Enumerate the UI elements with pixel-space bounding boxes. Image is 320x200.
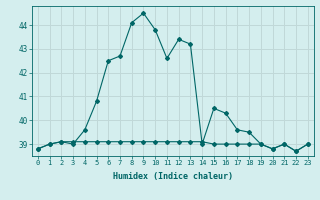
X-axis label: Humidex (Indice chaleur): Humidex (Indice chaleur) xyxy=(113,172,233,181)
